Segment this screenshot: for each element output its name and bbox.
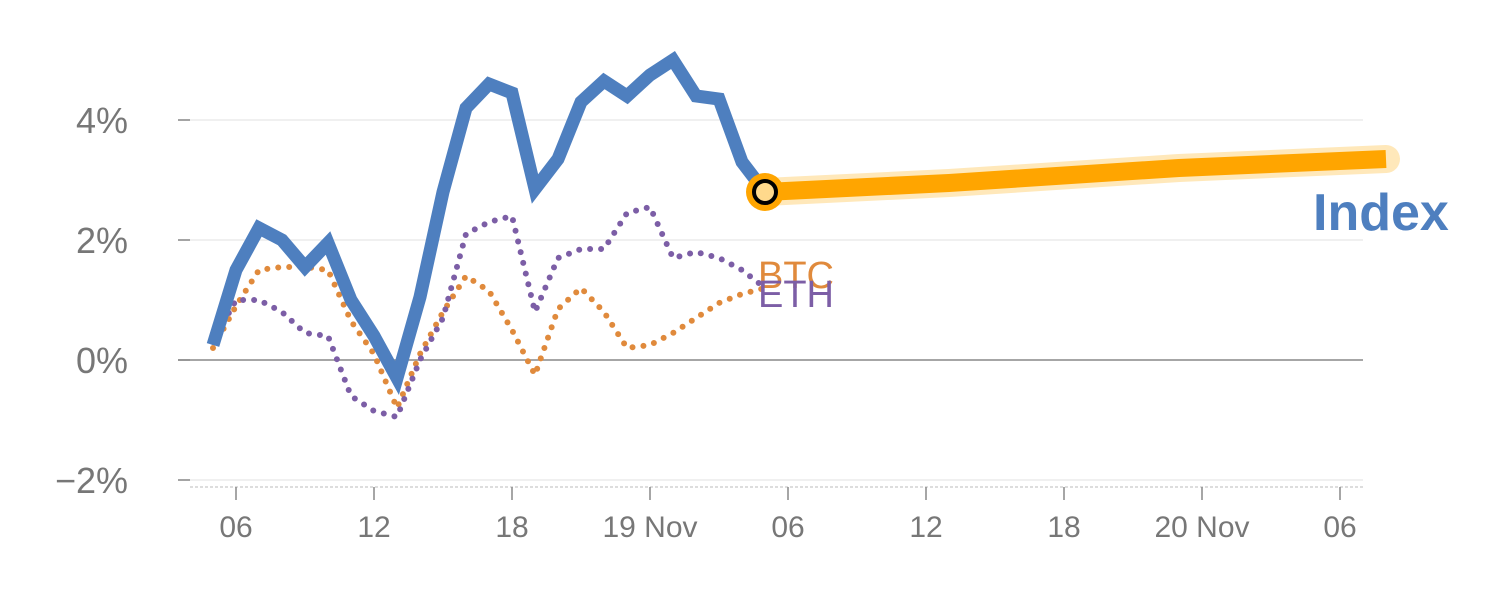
y-tick-label: 4% xyxy=(76,100,128,141)
y-tick-label: 0% xyxy=(76,340,128,381)
y-tick-label: −2% xyxy=(55,460,128,501)
eth-series-label: ETH xyxy=(758,274,834,316)
x-tick-label: 12 xyxy=(909,511,942,544)
index-series-line xyxy=(206,50,771,396)
tick-layer: 4% 2% 0% −2% 06 12 18 19 Nov 06 12 18 20 Nov 06 xyxy=(55,100,1357,544)
x-tick-label: 12 xyxy=(357,511,390,544)
current-point-marker xyxy=(752,179,778,205)
x-tick-label: 06 xyxy=(219,511,252,544)
x-tick-label: 06 xyxy=(1323,511,1356,544)
btc-series-line xyxy=(210,264,768,411)
x-tick-label: 20 Nov xyxy=(1154,511,1249,544)
index-series-label: Index xyxy=(1313,184,1449,242)
x-tick-label: 18 xyxy=(1047,511,1080,544)
eth-series-line xyxy=(210,204,768,420)
index-projection-line xyxy=(764,150,1387,201)
x-tick-label: 19 Nov xyxy=(602,511,697,544)
btc-series-label: BTC xyxy=(758,255,834,297)
x-tick-label: 18 xyxy=(495,511,528,544)
label-layer: Index BTC ETH xyxy=(758,184,1449,316)
series-layer xyxy=(206,50,1400,420)
x-tick-label: 06 xyxy=(771,511,804,544)
y-tick-label: 2% xyxy=(76,220,128,261)
marker-layer xyxy=(746,173,784,211)
